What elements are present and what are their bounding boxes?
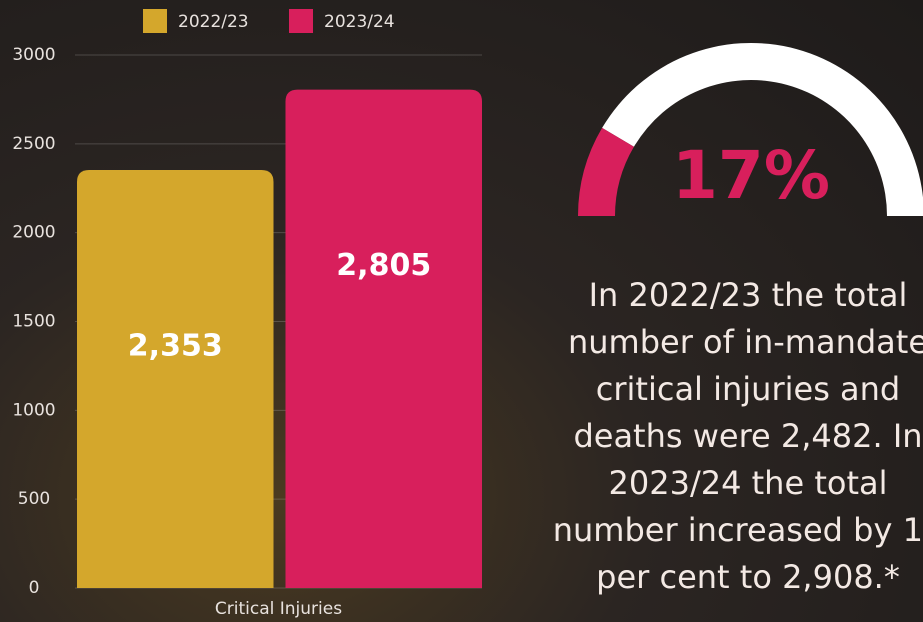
y-tick-label: 500 <box>18 489 50 509</box>
legend-swatch <box>289 9 313 33</box>
annotation: In 2022/23 the total number of in-mandat… <box>552 276 923 596</box>
gauge-label: 17% <box>672 137 830 214</box>
legend-label: 2022/23 <box>178 12 249 32</box>
gauge-value <box>578 127 634 216</box>
y-tick-label: 1500 <box>12 312 55 332</box>
bar <box>285 89 482 589</box>
value-label: 2,353 <box>128 328 223 363</box>
y-tick-label: 3000 <box>12 45 55 65</box>
bar <box>77 169 274 589</box>
y-tick-label: 2500 <box>12 134 55 154</box>
legend-label: 2023/24 <box>324 12 395 32</box>
y-tick-label: 1000 <box>12 400 55 420</box>
gauge-track <box>602 43 923 216</box>
x-tick-label: Critical Injuries <box>215 599 342 619</box>
y-tick-label: 2000 <box>12 223 55 243</box>
y-tick-label: 0 <box>29 578 40 598</box>
legend-swatch <box>143 9 167 33</box>
value-label: 2,805 <box>336 248 431 283</box>
